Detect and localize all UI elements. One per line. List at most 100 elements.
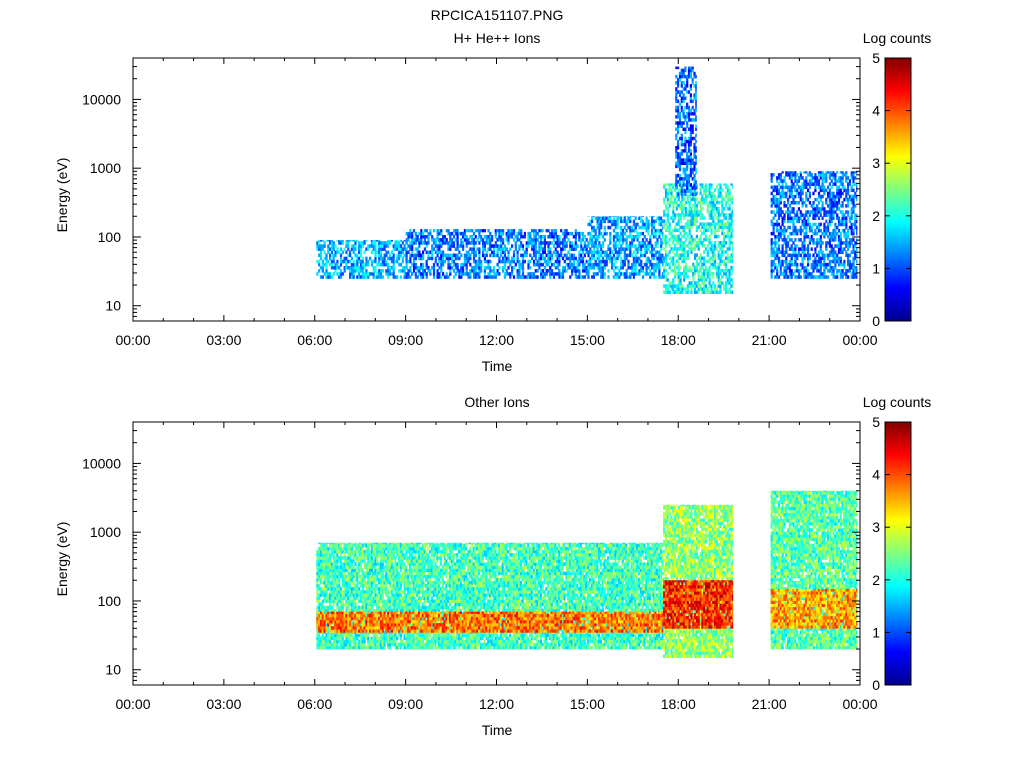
heatmap-cell — [532, 253, 536, 258]
heatmap-cell — [726, 191, 729, 195]
heatmap-cell — [554, 229, 557, 233]
heatmap-cell — [638, 259, 641, 264]
heatmap-cell — [796, 182, 799, 186]
heatmap-cell — [670, 259, 673, 264]
heatmap-cell — [520, 241, 523, 245]
heatmap-cell — [848, 182, 851, 186]
heatmap-cell — [677, 262, 680, 267]
heatmap-cell — [503, 272, 506, 276]
heatmap-cell — [788, 219, 791, 224]
heatmap-cell — [850, 197, 853, 202]
heatmap-cell — [796, 266, 799, 270]
heatmap-cell — [796, 179, 799, 183]
heatmap-cell — [598, 262, 601, 267]
heatmap-cell — [616, 225, 619, 230]
heatmap-cell — [354, 645, 357, 650]
heatmap-cell — [345, 593, 348, 597]
heatmap-cell — [323, 584, 326, 588]
heatmap-cell — [841, 185, 844, 189]
heatmap-cell — [787, 185, 790, 189]
heatmap-cell — [451, 259, 454, 264]
heatmap-cell — [394, 240, 397, 242]
heatmap-cell — [664, 222, 668, 226]
heatmap-cell — [474, 275, 477, 279]
heatmap-cell — [834, 197, 837, 202]
heatmap-cell — [799, 210, 802, 214]
heatmap-cell — [843, 185, 846, 189]
heatmap-cell — [695, 118, 697, 122]
heatmap-cell — [443, 238, 446, 242]
heatmap-cell — [543, 238, 546, 242]
heatmap-cell — [726, 231, 729, 236]
heatmap-cell — [785, 272, 788, 276]
heatmap-cell — [803, 272, 806, 276]
heatmap-cell — [329, 247, 332, 251]
heatmap-cell — [689, 74, 692, 79]
heatmap-cell — [507, 253, 510, 258]
heatmap-cell — [330, 596, 333, 600]
heatmap-cell — [695, 74, 697, 79]
heatmap-cell — [356, 543, 359, 548]
heatmap-cell — [674, 272, 677, 276]
heatmap-cell — [434, 241, 437, 245]
heatmap-cell — [600, 244, 603, 248]
heatmap-cell — [645, 244, 648, 248]
heatmap-cell — [687, 161, 691, 165]
heatmap-cell — [678, 177, 682, 181]
heatmap-cell — [693, 192, 696, 196]
heatmap-cell — [710, 244, 713, 248]
heatmap-cell — [405, 238, 408, 242]
heatmap-cell — [675, 146, 678, 150]
heatmap-cell — [721, 247, 724, 251]
heatmap-cell — [810, 238, 813, 242]
heatmap-cell — [827, 171, 830, 174]
heatmap-cell — [732, 210, 734, 214]
heatmap-cell — [451, 266, 454, 270]
heatmap-cell — [819, 171, 822, 174]
heatmap-cell — [345, 241, 348, 245]
heatmap-cell — [339, 240, 343, 242]
heatmap-cell — [343, 542, 346, 545]
heatmap-cell — [411, 241, 414, 245]
heatmap-cell — [770, 176, 773, 180]
heatmap-cell — [797, 269, 801, 273]
heatmap-cell — [374, 240, 377, 242]
heatmap-cell — [688, 268, 691, 273]
heatmap-cell — [349, 577, 352, 582]
heatmap-cell — [500, 229, 503, 233]
heatmap-cell — [776, 207, 779, 211]
heatmap-cell — [485, 253, 488, 258]
heatmap-cell — [836, 259, 839, 264]
heatmap-cell — [358, 590, 361, 594]
heatmap-cell — [654, 266, 657, 270]
heatmap-cell — [339, 559, 343, 563]
heatmap-cell — [717, 262, 720, 267]
heatmap-cell — [693, 74, 696, 79]
heatmap-cell — [385, 269, 388, 273]
heatmap-cell — [551, 256, 554, 261]
heatmap-cell — [627, 216, 630, 220]
heatmap-cell — [701, 256, 704, 260]
heatmap-cell — [724, 194, 728, 199]
heatmap-cell — [580, 247, 583, 251]
heatmap-cell — [837, 216, 841, 220]
heatmap-cell — [545, 259, 548, 264]
heatmap-cell — [717, 188, 720, 192]
heatmap-cell — [825, 210, 828, 214]
heatmap-cell — [431, 266, 434, 270]
heatmap-cell — [491, 275, 494, 279]
heatmap-cell — [525, 250, 528, 254]
heatmap-cell — [456, 241, 459, 245]
heatmap-cell — [494, 244, 497, 248]
heatmap-cell — [327, 571, 330, 576]
heatmap-cell — [714, 290, 717, 294]
heatmap-cell — [701, 207, 704, 211]
heatmap-cell — [323, 562, 326, 566]
heatmap-cell — [682, 183, 685, 187]
heatmap-cell — [848, 266, 851, 270]
heatmap-cell — [338, 590, 341, 594]
heatmap-cell — [350, 543, 353, 548]
heatmap-cell — [352, 556, 355, 560]
heatmap-cell — [686, 161, 689, 165]
heatmap-cell — [618, 269, 621, 273]
